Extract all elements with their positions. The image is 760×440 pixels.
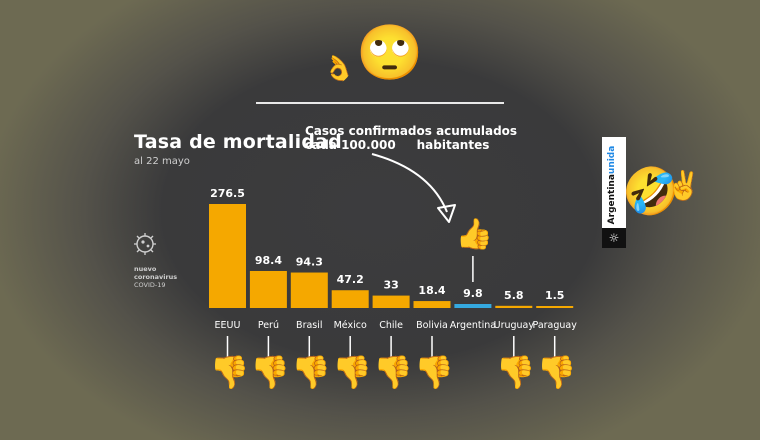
coronavirus-icon: [134, 233, 156, 255]
brand-line-1: nuevo: [134, 265, 157, 273]
category-label-eeuu: EEUU: [215, 320, 241, 331]
value-label-brasil: 94.3: [296, 256, 323, 269]
argentina-sun-icon: ☼: [602, 228, 626, 248]
category-label-méxico: México: [334, 320, 367, 331]
value-label-uruguay: 5.8: [504, 289, 524, 302]
bar-chile: [372, 295, 410, 308]
bar-argentina: [454, 304, 492, 308]
thumbs-down-emoji-bolivia: 👎: [414, 353, 454, 391]
chart-title: Tasa de mortalidad: [134, 131, 342, 153]
bar-uruguay: [495, 305, 533, 308]
thumbs-down-emoji-méxico: 👎: [332, 353, 373, 391]
brand-line-3: COVID-19: [134, 281, 166, 289]
value-label-eeuu: 276.5: [210, 187, 245, 200]
brand-line-2: coronavirus: [134, 273, 178, 281]
bar-brasil: [290, 272, 328, 308]
category-label-uruguay: Uruguay: [494, 320, 535, 331]
bar-méxico: [331, 290, 369, 308]
thumbs-down-emoji-brasil: 👎: [291, 353, 332, 391]
rolling-eyes-emoji: 🙄: [356, 21, 424, 84]
bar-paraguay: [536, 306, 574, 308]
brand-label: nuevo coronavirus COVID-19: [134, 265, 177, 289]
category-label-paraguay: Paraguay: [533, 320, 578, 331]
value-label-bolivia: 18.4: [418, 284, 445, 297]
category-label-chile: Chile: [379, 320, 403, 331]
category-label-argentina: Argentina: [450, 320, 496, 331]
thumbs-up-emoji-argentina: 👍: [455, 217, 494, 252]
bar-perú: [249, 270, 287, 308]
thumbs-down-emoji-chile: 👎: [373, 353, 413, 391]
value-label-perú: 98.4: [255, 254, 282, 267]
category-label-brasil: Brasil: [296, 320, 322, 331]
bar-bolivia: [413, 301, 451, 308]
value-label-méxico: 47.2: [337, 273, 364, 286]
thumbs-down-emoji-paraguay: 👎: [536, 353, 577, 391]
bar-eeuu: [209, 204, 246, 308]
annotation-line-2: cada 100.000 habitantes: [305, 138, 490, 152]
value-label-argentina: 9.8: [463, 287, 483, 300]
victory-hand-emoji: ✌️: [666, 169, 701, 202]
chart-subtitle: al 22 mayo: [134, 156, 190, 167]
thumbs-down-emoji-eeuu: 👎: [209, 353, 250, 391]
divider-line: [256, 102, 504, 104]
thumbs-down-emoji-perú: 👎: [250, 353, 291, 391]
value-label-paraguay: 1.5: [545, 289, 565, 302]
laughing-emoji: 🤣: [622, 164, 680, 218]
category-label-perú: Perú: [258, 320, 279, 331]
value-label-chile: 33: [383, 279, 398, 292]
category-label-bolivia: Bolivia: [416, 320, 448, 331]
thumbs-down-emoji-uruguay: 👎: [495, 353, 536, 391]
